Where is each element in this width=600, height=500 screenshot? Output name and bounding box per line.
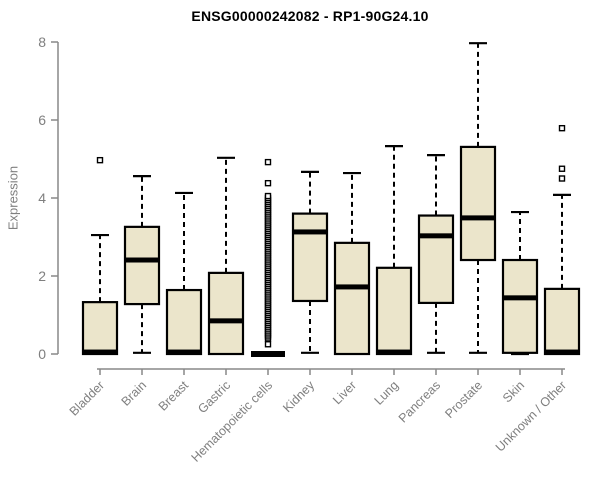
x-tick-label: Kidney bbox=[280, 378, 317, 415]
box bbox=[207, 271, 245, 356]
box bbox=[333, 241, 371, 356]
outlier-point bbox=[264, 341, 272, 348]
x-tick-label: Gastric bbox=[195, 378, 233, 416]
box bbox=[543, 287, 581, 356]
x-tick-label: Lung bbox=[372, 378, 402, 408]
box bbox=[459, 145, 497, 262]
outlier-point bbox=[264, 192, 272, 200]
x-tick-label: Hematopoietic cells bbox=[189, 378, 276, 465]
chart-title: ENSG00000242082 - RP1-90G24.10 bbox=[191, 8, 429, 24]
y-tick-label: 6 bbox=[38, 112, 46, 128]
median-line bbox=[336, 284, 368, 290]
outlier-point bbox=[558, 124, 566, 132]
box bbox=[123, 225, 161, 306]
x-tick-label: Prostate bbox=[442, 378, 485, 421]
median-line bbox=[378, 349, 410, 355]
median-line bbox=[504, 295, 536, 301]
box bbox=[165, 288, 203, 356]
y-tick-label: 4 bbox=[38, 190, 46, 206]
median-line bbox=[84, 349, 116, 355]
box bbox=[501, 258, 539, 354]
x-tick-label: Skin bbox=[500, 378, 527, 405]
y-tick-label: 0 bbox=[38, 346, 46, 362]
x-tick-label: Breast bbox=[156, 378, 192, 414]
box bbox=[81, 301, 119, 356]
outlier-point bbox=[264, 158, 272, 166]
median-line bbox=[546, 349, 578, 355]
y-axis-label: Expression bbox=[5, 165, 21, 231]
x-tick-label: Brain bbox=[119, 378, 150, 409]
median-line bbox=[294, 229, 326, 235]
collapsed-box bbox=[251, 351, 285, 357]
outlier-point bbox=[264, 179, 272, 187]
outlier-point bbox=[96, 156, 104, 164]
x-tick-label: Bladder bbox=[67, 378, 107, 418]
y-tick-label: 2 bbox=[38, 268, 46, 284]
median-line bbox=[168, 349, 200, 355]
x-tick-label: Unknown / Other bbox=[493, 378, 569, 454]
box bbox=[375, 266, 413, 356]
median-line bbox=[210, 318, 242, 324]
x-tick-label: Liver bbox=[330, 378, 359, 407]
box bbox=[417, 214, 455, 305]
outlier-point bbox=[558, 165, 566, 172]
median-line bbox=[420, 233, 452, 239]
box bbox=[291, 212, 329, 303]
y-tick-label: 8 bbox=[38, 34, 46, 50]
outlier-point bbox=[558, 175, 566, 182]
median-line bbox=[462, 215, 494, 221]
x-tick-label: Pancreas bbox=[396, 378, 443, 425]
median-line bbox=[126, 257, 158, 263]
